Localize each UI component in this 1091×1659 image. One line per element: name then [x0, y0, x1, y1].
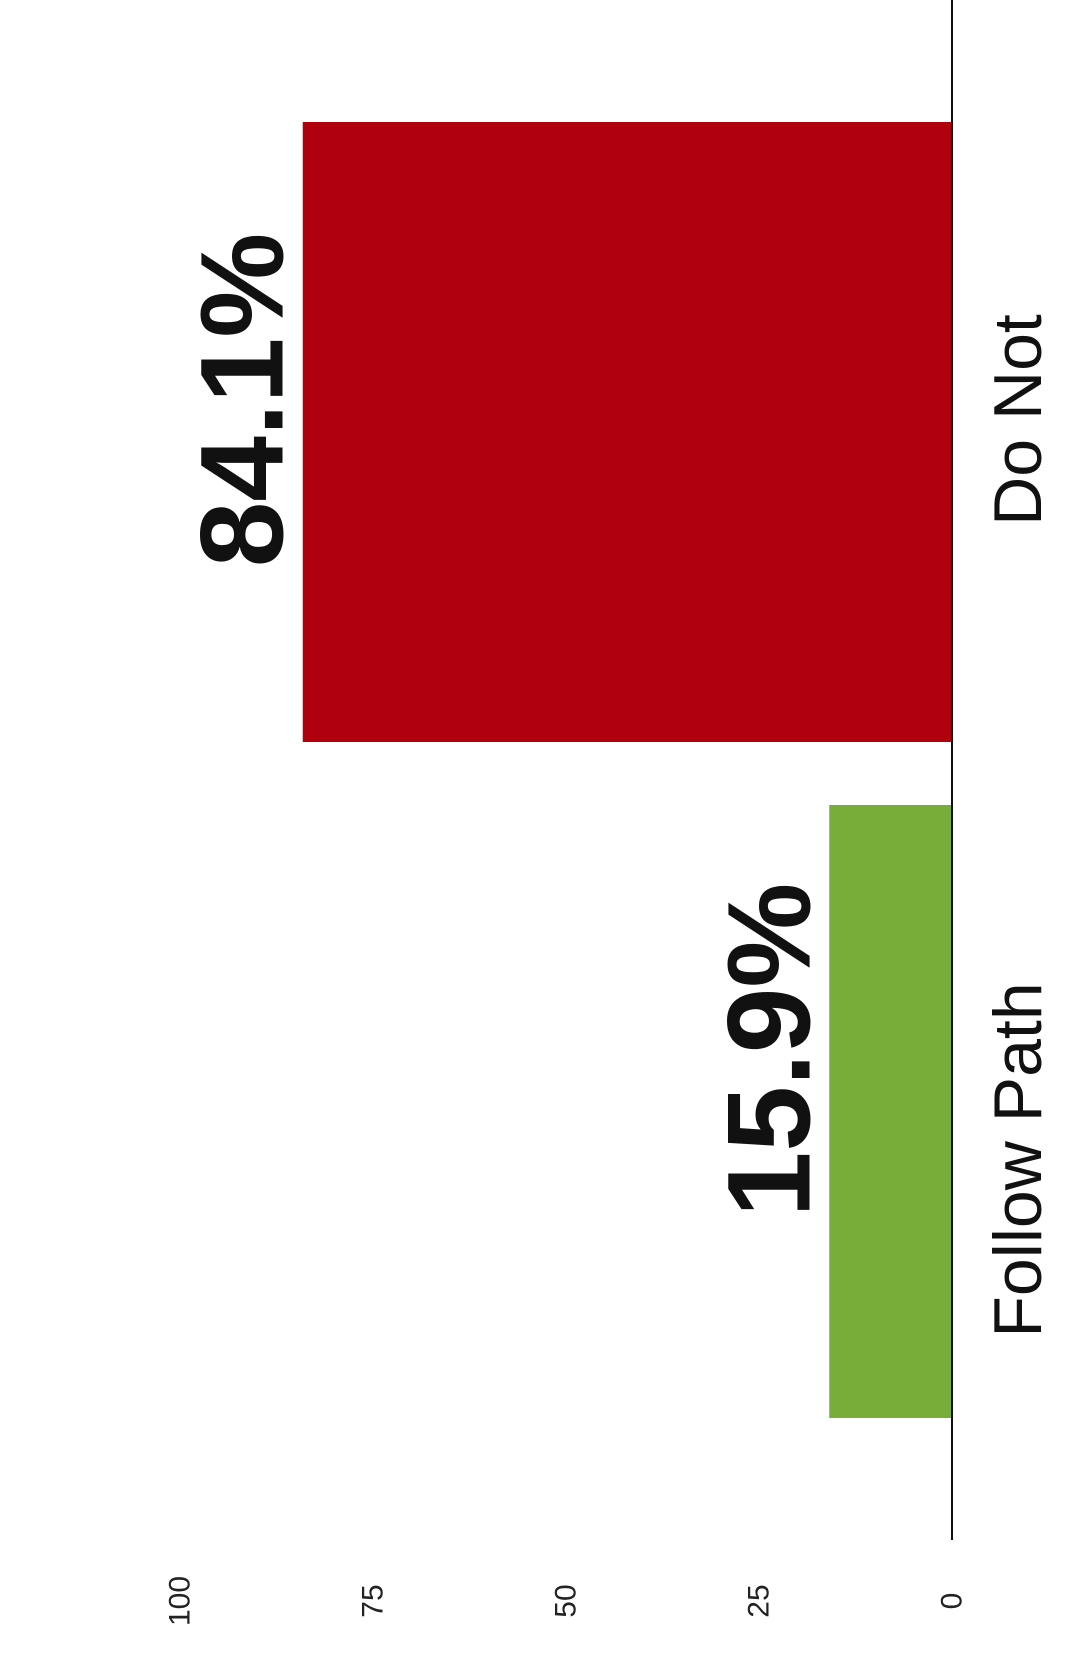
category-label: Do Not	[980, 314, 1056, 526]
category-labels: Follow Path Do Not	[980, 314, 1056, 1338]
category-label: Follow Path	[980, 982, 1056, 1337]
value-axis-ticks: 0 25 50 75 100	[164, 1576, 969, 1626]
data-label: 84.1%	[177, 233, 309, 568]
value-tick-label: 25	[743, 1584, 776, 1617]
value-tick-label: 100	[164, 1576, 197, 1626]
bars	[302, 122, 952, 1418]
bar	[302, 122, 952, 742]
data-labels: 15.9% 84.1%	[177, 233, 836, 1218]
value-tick-label: 50	[550, 1584, 583, 1617]
data-label: 15.9%	[703, 883, 835, 1218]
value-tick-label: 0	[936, 1593, 969, 1610]
bar	[829, 805, 952, 1418]
value-tick-label: 75	[357, 1584, 390, 1617]
